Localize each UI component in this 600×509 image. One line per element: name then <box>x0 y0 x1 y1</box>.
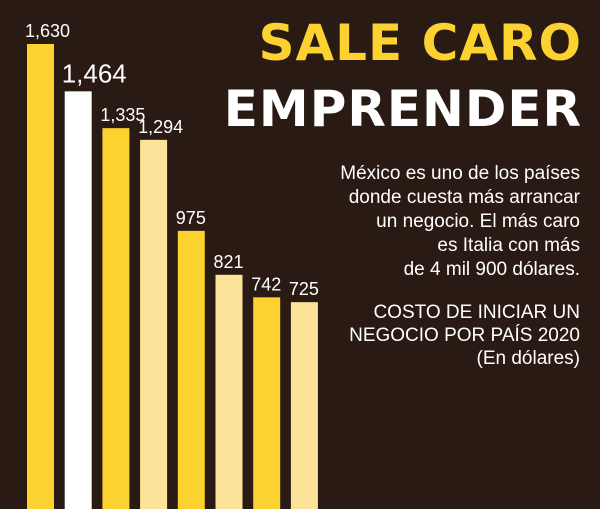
bar <box>27 44 54 509</box>
bar <box>290 302 318 509</box>
bar-value-label: 1,335 <box>100 105 145 125</box>
bar <box>140 139 168 509</box>
description-line: México es uno de los países <box>340 163 580 184</box>
chart-subtitle: COSTO DE INICIAR UN NEGOCIO POR PAÍS 202… <box>300 301 580 370</box>
subtitle-line: (En dólares) <box>476 348 581 369</box>
subtitle-line: NEGOCIO POR PAÍS 2020 <box>349 325 580 346</box>
title-line-1: SALE CARO <box>258 14 582 72</box>
description-line: donde cuesta más arrancar <box>348 187 580 208</box>
bar-value-label: 1,294 <box>138 117 183 137</box>
bar-value-label: 1,630 <box>25 21 70 41</box>
bar <box>253 297 281 509</box>
subtitle-line: COSTO DE INICIAR UN <box>373 302 580 323</box>
bar-value-label: 742 <box>251 274 281 294</box>
description-line: es Italia con más <box>437 235 580 256</box>
bar-value-label: 1,464 <box>62 58 127 88</box>
description-line: un negocio. El más caro <box>376 211 580 232</box>
bar-value-label: 975 <box>176 208 206 228</box>
bar <box>177 230 205 509</box>
description-line: de 4 mil 900 dólares. <box>403 259 580 280</box>
bar-value-label: 725 <box>289 279 319 299</box>
title-line-2: EMPRENDER <box>223 80 582 138</box>
description: México es uno de los países donde cuesta… <box>300 162 580 282</box>
bar <box>102 128 130 509</box>
bar-value-label: 821 <box>214 252 244 272</box>
bar <box>64 91 92 509</box>
bar <box>215 274 243 509</box>
